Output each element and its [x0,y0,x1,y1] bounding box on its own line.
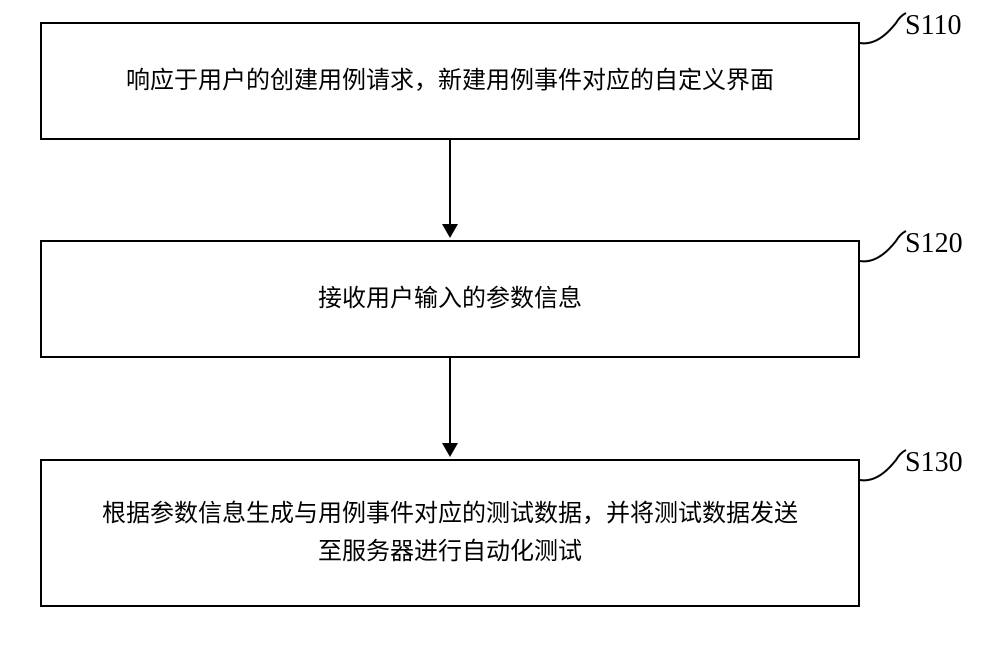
connector-s130 [858,445,908,505]
step-label-s120: S120 [905,228,963,260]
flowchart-node-s120: 接收用户输入的参数信息 [40,240,860,358]
flowchart-node-s110: 响应于用户的创建用例请求，新建用例事件对应的自定义界面 [40,22,860,140]
arrow-head-2 [442,443,458,457]
node-text: 根据参数信息生成与用例事件对应的测试数据，并将测试数据发送至服务器进行自动化测试 [100,495,800,572]
flowchart-node-s130: 根据参数信息生成与用例事件对应的测试数据，并将测试数据发送至服务器进行自动化测试 [40,459,860,607]
arrow-line-2 [449,358,451,445]
connector-s110 [858,8,908,68]
node-text: 接收用户输入的参数信息 [318,280,582,318]
arrow-head-1 [442,224,458,238]
step-label-s130: S130 [905,447,963,479]
flowchart-container: 响应于用户的创建用例请求，新建用例事件对应的自定义界面 S110 接收用户输入的… [0,0,1000,653]
step-label-s110: S110 [905,10,962,42]
node-text: 响应于用户的创建用例请求，新建用例事件对应的自定义界面 [126,62,774,100]
connector-s120 [858,226,908,286]
arrow-line-1 [449,140,451,226]
